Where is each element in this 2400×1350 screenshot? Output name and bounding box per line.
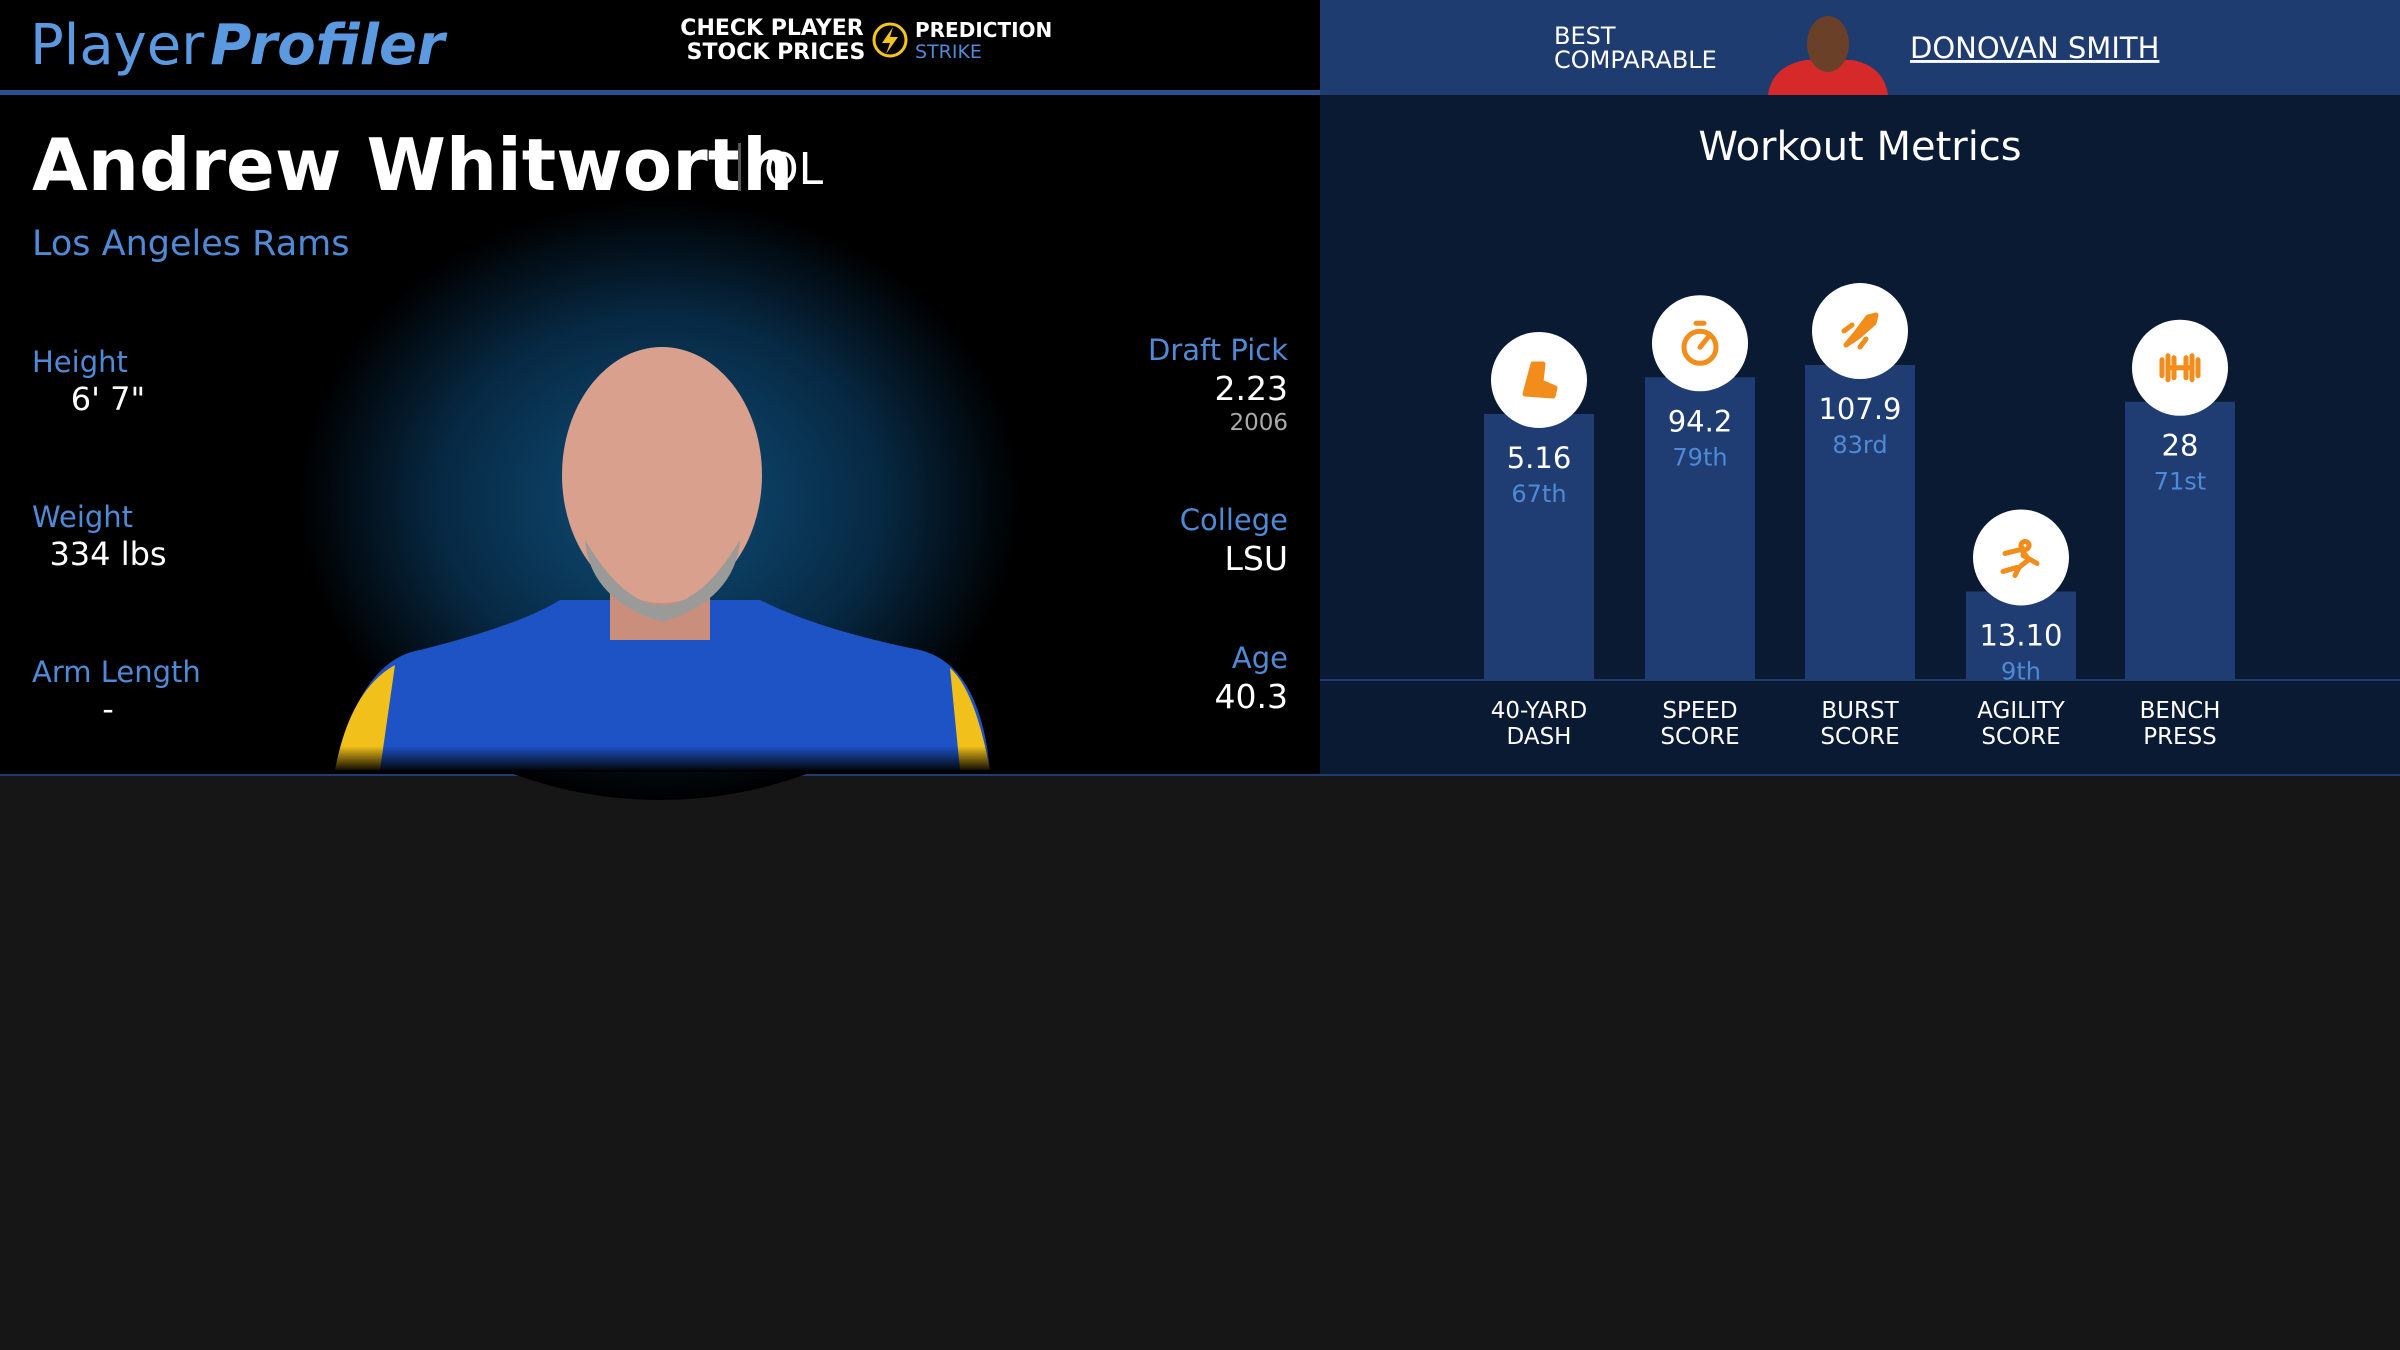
promo-text[interactable]: STOCK PRICES: [687, 40, 866, 65]
metric-value: 94.2: [1668, 404, 1733, 438]
metric-percentile: 67th: [1511, 480, 1566, 508]
metric-label: DASH: [1507, 724, 1572, 750]
metric-label: SCORE: [1660, 724, 1739, 750]
bolt-icon: [882, 27, 898, 54]
metric-percentile: 9th: [2001, 657, 2041, 685]
comparable-avatar[interactable]: [1768, 16, 1888, 95]
metric-bar: [1966, 591, 2076, 680]
stat-label: Arm Length: [32, 655, 201, 689]
metric-bar: [2125, 401, 2235, 680]
stat-label: Height: [32, 345, 128, 379]
stat-value: LSU: [1225, 539, 1289, 578]
logo-right[interactable]: Profiler: [210, 13, 448, 78]
header-line: [0, 90, 1320, 95]
metric-icon: [1841, 312, 1879, 350]
metrics-title: Workout Metrics: [1698, 124, 2021, 170]
stat-label: College: [1180, 503, 1288, 537]
stat-value: 6' 7": [71, 380, 145, 418]
metric-icon: [2159, 353, 2201, 383]
photo-fade: [335, 600, 995, 772]
metric-percentile: 71st: [2154, 468, 2206, 496]
metric-bar: [1484, 413, 1594, 680]
stat-label: Age: [1232, 641, 1288, 675]
metric-icon-bg: [1973, 509, 2069, 606]
metric-label: SPEED: [1662, 698, 1737, 724]
metric-label: BENCH: [2140, 698, 2221, 724]
player-photo: [300, 200, 1020, 800]
stat-value: 334 lbs: [49, 535, 166, 573]
metric-label: 40-YARD: [1491, 698, 1588, 724]
metric-icon: [1681, 320, 1719, 366]
metric-bar: [1645, 377, 1755, 680]
logo-left[interactable]: Player: [30, 13, 205, 78]
metric-percentile: 83rd: [1832, 431, 1887, 459]
metric-label: SCORE: [1820, 724, 1899, 750]
comparable-label: COMPARABLE: [1554, 46, 1717, 74]
player-name: Andrew Whitworth: [32, 123, 793, 207]
metric-icon: [1522, 361, 1558, 399]
metric-value: 13.10: [1979, 618, 2062, 652]
player-position: OL: [764, 144, 824, 195]
player-team[interactable]: Los Angeles Rams: [32, 224, 349, 264]
stat-value: 2.23: [1215, 369, 1288, 408]
stat-label: Draft Pick: [1148, 333, 1288, 367]
avatar-head: [1807, 16, 1849, 72]
metric-label: SCORE: [1981, 724, 2060, 750]
avatar-jersey: [1768, 60, 1888, 95]
promo-text[interactable]: CHECK PLAYER: [680, 16, 863, 41]
panel-border: [0, 774, 2400, 776]
brand-text[interactable]: PREDICTION: [915, 18, 1052, 42]
divider: [738, 143, 741, 191]
bolt-icon: [872, 22, 908, 58]
metric-label: PRESS: [2143, 724, 2217, 750]
photo-head: [562, 347, 762, 603]
comparable-name[interactable]: DONOVAN SMITH: [1910, 31, 2159, 65]
brand-text[interactable]: STRIKE: [915, 41, 982, 63]
metric-label: AGILITY: [1977, 698, 2066, 724]
metric-value: 28: [2162, 429, 2199, 463]
stat-value: -: [102, 690, 114, 728]
metrics: 5.1667th40-YARDDASH94.279thSPEEDSCORE107…: [1484, 283, 2235, 750]
stat-year: 2006: [1229, 410, 1288, 436]
metric-value: 107.9: [1818, 392, 1901, 426]
stat-label: Weight: [32, 500, 133, 534]
logo[interactable]: Player Profiler: [30, 13, 448, 78]
stat-value: 40.3: [1215, 677, 1288, 716]
metric-bar: [1805, 365, 1915, 680]
metric-label: BURST: [1821, 698, 1899, 724]
metric-percentile: 79th: [1672, 443, 1727, 471]
metric-icon: [2000, 538, 2040, 578]
comparable-label: BEST: [1554, 22, 1616, 50]
metric-value: 5.16: [1507, 441, 1572, 475]
